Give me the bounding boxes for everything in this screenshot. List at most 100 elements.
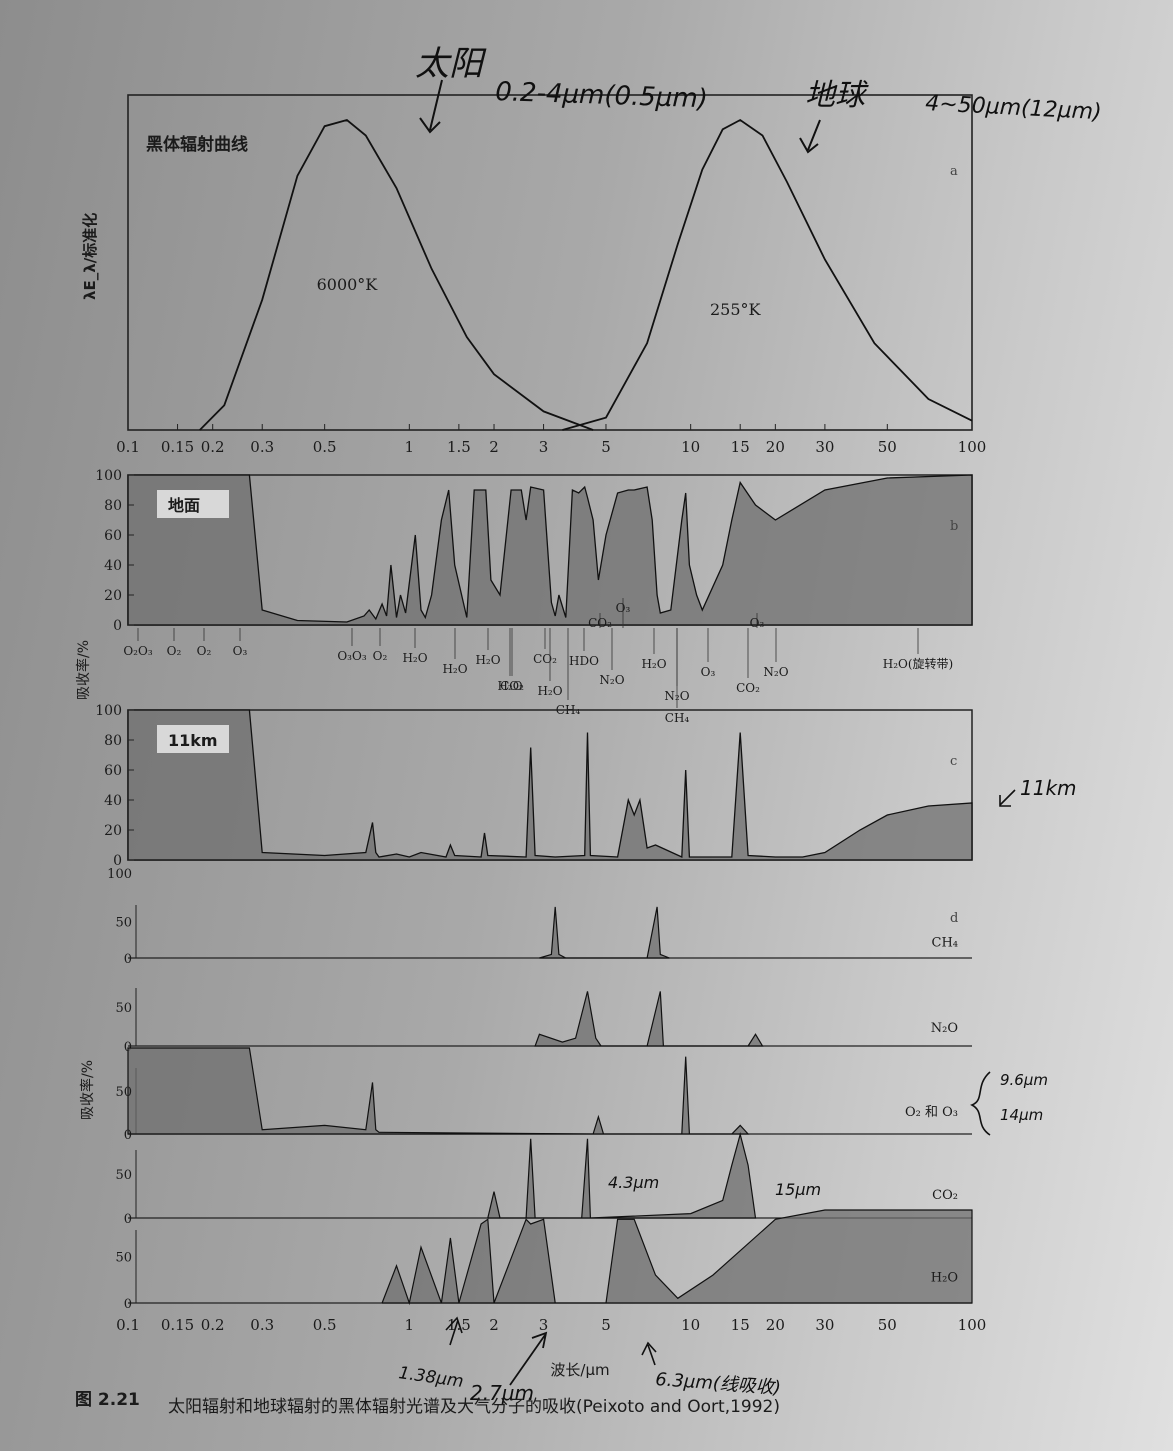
band-label: H₂O — [497, 679, 522, 693]
band-label: H₂O(旋转带) — [883, 656, 953, 671]
panel-a-tick-label: 0.2 — [201, 438, 225, 456]
y-tick-label: 80 — [104, 733, 122, 749]
annotation-14um: 14μm — [1000, 1106, 1043, 1124]
strip-tick-label-top: 100 — [107, 867, 132, 882]
strip-molecule-label: CO₂ — [932, 1188, 958, 1203]
strip-tick-label: 50 — [115, 1168, 132, 1183]
annotation-sun-range: 0.2-4μm(0.5μm) — [495, 77, 709, 114]
annotation-arrow-63 — [641, 1341, 657, 1366]
panel-d-tick-label: 100 — [958, 1316, 987, 1334]
annotation-1-38um: 1.38μm — [397, 1363, 464, 1392]
handwritten-annotations: 太阳0.2-4μm(0.5μm) 地球 4~50μm(12μm) 11km 9.6μm 1… — [397, 44, 1102, 1405]
y-tick-label: 60 — [104, 528, 122, 544]
panel-letter: c — [950, 754, 957, 769]
blackbody-label-0: 6000°K — [317, 275, 379, 294]
strip-tick-label: 0 — [124, 1128, 132, 1143]
annotation-arrow-27 — [509, 1331, 548, 1386]
band-label: HDO — [569, 654, 599, 668]
strip-area — [487, 1132, 757, 1219]
annotation-earth: 地球 — [805, 78, 869, 113]
band-label: CH₄ — [665, 711, 690, 725]
panel-d-tick-label: 10 — [681, 1316, 700, 1334]
panel-title: 地面 — [168, 496, 200, 515]
y-tick-label: 40 — [104, 793, 122, 809]
panel-d-letter: d — [950, 911, 958, 926]
absorption-ylabel-bc: 吸收率/% — [75, 640, 92, 700]
band-label: H₂O — [442, 662, 467, 676]
band-label: CO₂ — [588, 616, 612, 630]
panel-d-tick-label: 30 — [815, 1316, 834, 1334]
panel-a-tick-label: 3 — [539, 438, 549, 456]
strip-tick-label: 50 — [115, 1001, 132, 1016]
strip-tick-label: 0 — [124, 952, 132, 967]
panel-d-tick-label: 15 — [731, 1316, 750, 1334]
panel-a-tick-label: 100 — [958, 438, 987, 456]
panel-a-frame — [127, 94, 973, 431]
annotation-11km: 11km — [1020, 776, 1077, 800]
panel-a-tick-label: 0.1 — [116, 438, 140, 456]
panel-a-tick-label: 30 — [815, 438, 834, 456]
panel-c-11km-absorption: 0 20 40 60 80 100 11km c — [95, 703, 973, 869]
strip-molecule-label: H₂O — [931, 1271, 958, 1286]
panel-a-tick-label: 0.3 — [250, 438, 274, 456]
strip-molecule-label: O₂ 和 O₃ — [905, 1105, 958, 1120]
blackbody-curve-1 — [562, 118, 973, 431]
y-tick-label: 0 — [113, 853, 122, 869]
annotation-sun: 太阳 — [415, 44, 487, 84]
absorption-ylabel-d: 吸收率/% — [79, 1060, 96, 1120]
absorption-area — [127, 709, 973, 861]
band-label: O₃ — [701, 665, 716, 679]
panel-d-tick-label: 0.2 — [201, 1316, 225, 1334]
annotation-earth-range: 4~50μm(12μm) — [925, 91, 1103, 125]
panel-a-tick-label: 0.5 — [313, 438, 337, 456]
panel-a-tick-label: 2 — [489, 438, 499, 456]
strip-area — [381, 1209, 973, 1306]
strip-tick-label: 0 — [124, 1212, 132, 1227]
annotation-2-7um: 2.7μm — [470, 1381, 534, 1405]
annotation-6-3um: 6.3μm(线吸收) — [655, 1369, 782, 1399]
band-label: O₃ — [233, 644, 248, 658]
band-label: O₂ — [197, 644, 212, 658]
strip-molecule-label: CH₄ — [932, 936, 959, 951]
panel-a-tick-label: 1 — [405, 438, 415, 456]
band-label: H₂O — [537, 684, 562, 698]
y-tick-label: 20 — [104, 823, 122, 839]
band-label: O₂ — [373, 649, 388, 663]
y-tick-label: 100 — [95, 468, 122, 484]
annotation-arrow-11km — [999, 789, 1016, 807]
panel-a-tick-label: 15 — [731, 438, 750, 456]
panel-a-blackbody: 黑体辐射曲线 a λE_λ/标准化 6000°K 255°K 0.1 0.15 0.2 0.3 0… — [81, 94, 987, 456]
band-label: O₂O₃ — [123, 644, 152, 658]
panel-title: 11km — [168, 731, 218, 750]
panel-d-tick-label: 20 — [766, 1316, 785, 1334]
y-tick-label: 60 — [104, 763, 122, 779]
panel-title-box — [157, 725, 229, 753]
panel-d-tick-label: 50 — [878, 1316, 897, 1334]
band-label: H₂O — [475, 653, 500, 667]
blackbody-label-1: 255°K — [710, 300, 762, 319]
strip-area — [534, 991, 764, 1047]
y-tick-label: 100 — [95, 703, 122, 719]
absorption-area — [127, 474, 973, 626]
panel-d-tick-label: 0.1 — [116, 1316, 140, 1334]
caption-figure-no: 图 2.21 — [75, 1390, 140, 1410]
strip-tick-label: 50 — [115, 1085, 132, 1100]
annotation-arrow-earth — [799, 119, 821, 154]
panel-a-title: 黑体辐射曲线 — [146, 134, 248, 155]
annotation-9-6um: 9.6μm — [1000, 1071, 1048, 1089]
panel-a-ylabel: λE_λ/标准化 — [81, 213, 99, 300]
band-label: N₂O — [763, 665, 788, 679]
strip-area — [127, 1047, 750, 1135]
panel-a-tick-label: 20 — [766, 438, 785, 456]
band-label: N₂O — [599, 673, 624, 687]
strip-tick-label: 0 — [124, 1297, 132, 1312]
panel-d-tick-label: 0.3 — [250, 1316, 274, 1334]
panel-d-tick-label: 3 — [539, 1316, 549, 1334]
y-tick-label: 20 — [104, 588, 122, 604]
panel-d-molecule-absorption: d050CH₄050N₂O050O₂ 和 O₃050CO₂050H₂O100吸收… — [79, 867, 986, 1379]
band-label: O₃ — [616, 601, 631, 615]
strip-area — [539, 906, 670, 959]
panel-d-tick-label: 1 — [405, 1316, 415, 1334]
strip-tick-label: 50 — [115, 1251, 132, 1266]
